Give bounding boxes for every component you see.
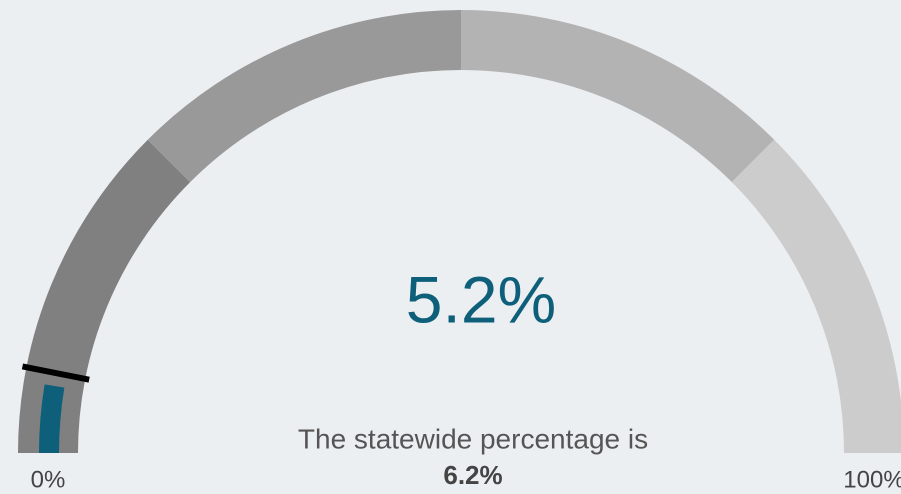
bands bbox=[18, 10, 901, 453]
band bbox=[147, 10, 461, 183]
band bbox=[731, 139, 901, 453]
band bbox=[461, 10, 775, 183]
reference-label: 6.2% bbox=[443, 460, 502, 490]
tick-label: 0% bbox=[31, 466, 66, 493]
reference-text: The statewide percentage is bbox=[298, 423, 648, 454]
value-bar bbox=[39, 384, 65, 454]
value-label: 5.2% bbox=[406, 262, 556, 336]
reference-marker bbox=[21, 363, 90, 383]
tick-label: 100% bbox=[843, 466, 901, 493]
